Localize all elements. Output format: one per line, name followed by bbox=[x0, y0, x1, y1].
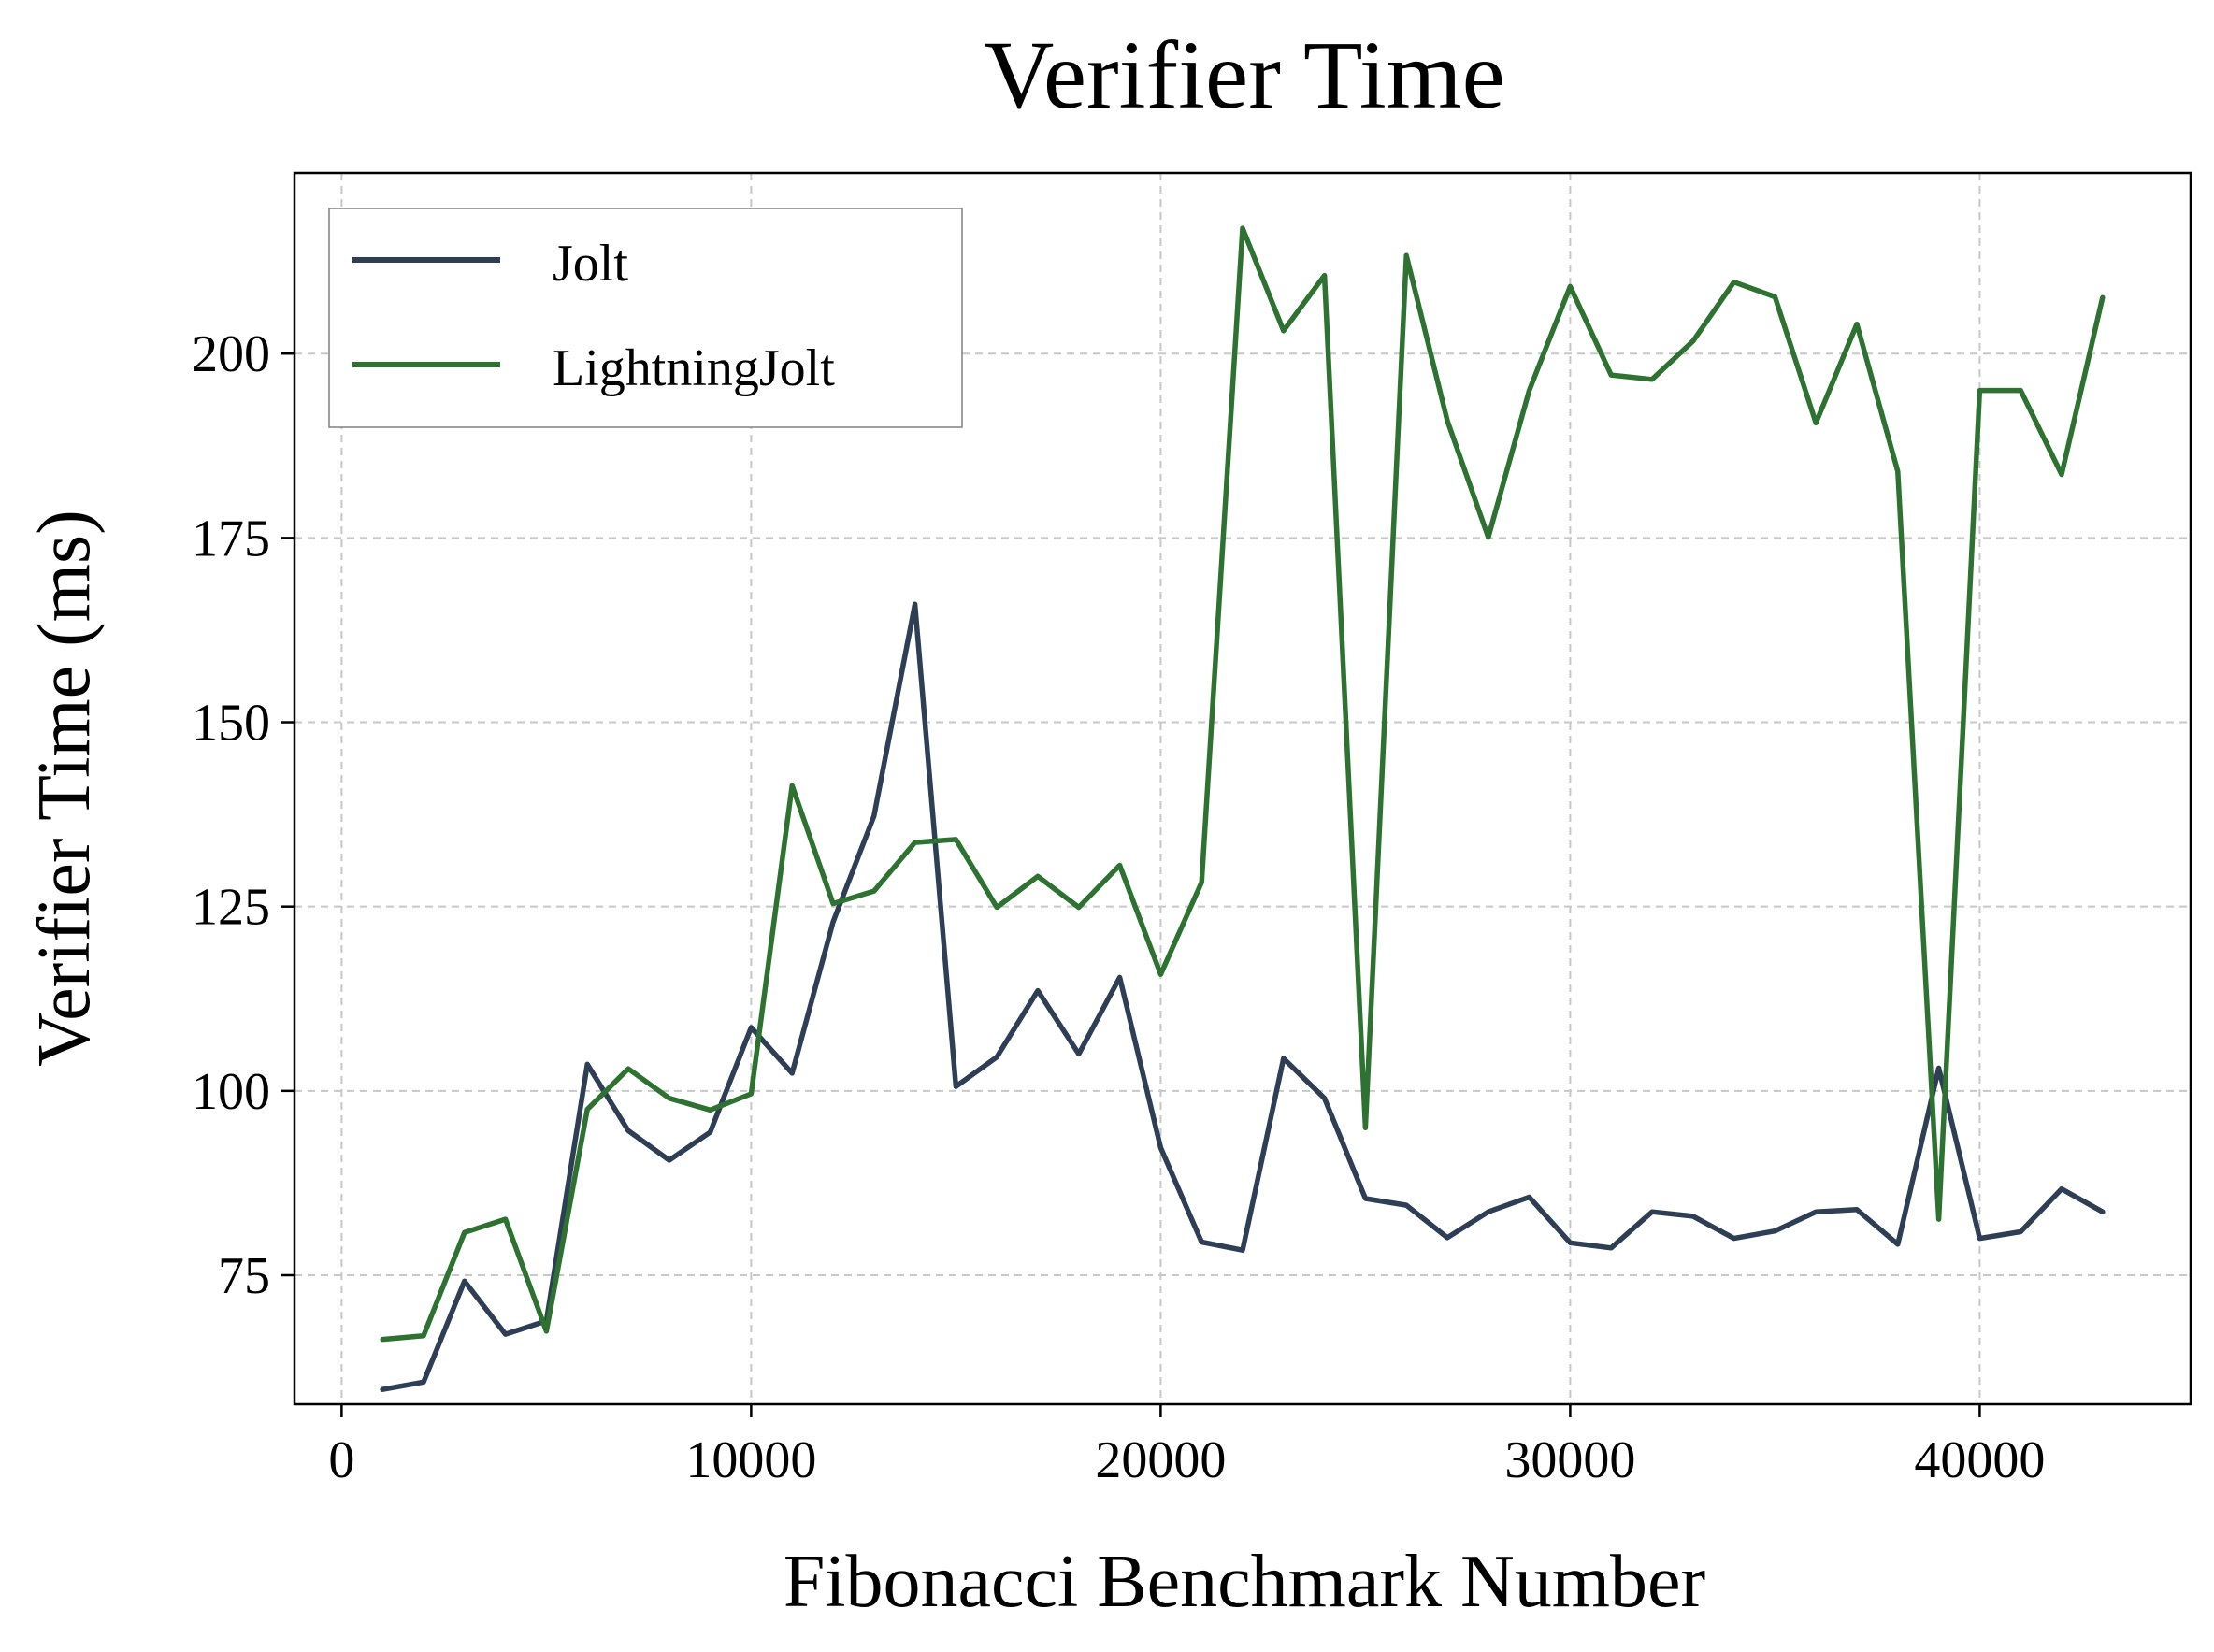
x-tick-label: 10000 bbox=[685, 1431, 816, 1489]
x-tick-label: 0 bbox=[328, 1431, 354, 1489]
y-axis-label: Verifier Time (ms) bbox=[23, 510, 106, 1067]
x-axis-label: Fibonacci Benchmark Number bbox=[784, 1541, 1705, 1623]
x-axis-ticks: 0 10000 20000 30000 40000 bbox=[328, 1404, 2045, 1489]
y-tick-label: 125 bbox=[192, 879, 270, 937]
y-tick-label: 175 bbox=[192, 510, 270, 567]
x-tick-label: 30000 bbox=[1504, 1431, 1635, 1489]
y-tick-label: 150 bbox=[192, 695, 270, 753]
y-tick-label: 75 bbox=[218, 1247, 270, 1305]
legend: Jolt LightningJolt bbox=[328, 208, 963, 428]
legend-label-lightningjolt: LightningJolt bbox=[553, 339, 835, 397]
plot-frame bbox=[293, 171, 2192, 1406]
series-line-jolt bbox=[380, 601, 2106, 1392]
y-tick-label: 100 bbox=[192, 1063, 270, 1121]
y-axis-ticks: 75 100 125 150 175 200 bbox=[192, 325, 295, 1305]
plot-area bbox=[293, 171, 2192, 1406]
series-layer bbox=[380, 225, 2106, 1392]
legend-box bbox=[328, 208, 963, 428]
series-line-lightningjolt bbox=[380, 225, 2106, 1343]
y-tick-label: 200 bbox=[192, 325, 270, 383]
x-tick-label: 40000 bbox=[1914, 1431, 2045, 1489]
x-tick-label: 20000 bbox=[1095, 1431, 1226, 1489]
legend-label-jolt: Jolt bbox=[553, 235, 628, 293]
chart-title: Verifier Time bbox=[984, 22, 1505, 129]
